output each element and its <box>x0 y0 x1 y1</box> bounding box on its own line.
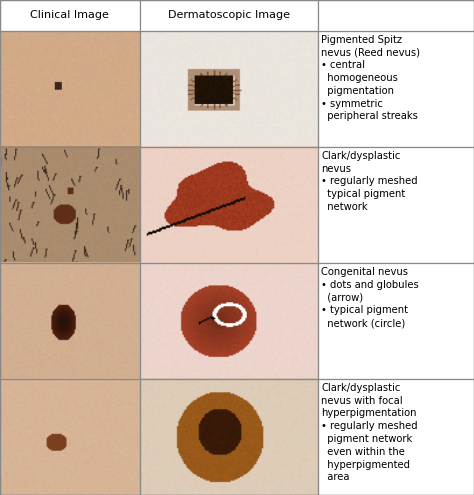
Bar <box>318 263 474 379</box>
Bar <box>140 0 318 31</box>
Bar <box>0 379 140 495</box>
Bar <box>318 379 474 495</box>
Text: Clark/dysplastic
nevus with focal
hyperpigmentation
• regularly meshed
  pigment: Clark/dysplastic nevus with focal hyperp… <box>321 383 418 483</box>
Bar <box>318 147 474 263</box>
Bar <box>140 263 318 379</box>
Text: Clark/dysplastic
nevus
• regularly meshed
  typical pigment
  network: Clark/dysplastic nevus • regularly meshe… <box>321 150 418 212</box>
Bar <box>140 147 318 263</box>
Bar <box>0 0 140 31</box>
Bar <box>318 0 474 31</box>
Bar <box>0 31 140 147</box>
Text: Congenital nevus
• dots and globules
  (arrow)
• typical pigment
  network (circ: Congenital nevus • dots and globules (ar… <box>321 267 419 328</box>
Text: Clinical Image: Clinical Image <box>30 10 109 20</box>
Bar <box>0 147 140 263</box>
Bar <box>0 263 140 379</box>
Bar <box>318 31 474 147</box>
Text: Pigmented Spitz
nevus (Reed nevus)
• central
  homogeneous
  pigmentation
• symm: Pigmented Spitz nevus (Reed nevus) • cen… <box>321 35 420 121</box>
Bar <box>140 31 318 147</box>
Text: Dermatoscopic Image: Dermatoscopic Image <box>168 10 290 20</box>
Bar <box>140 379 318 495</box>
